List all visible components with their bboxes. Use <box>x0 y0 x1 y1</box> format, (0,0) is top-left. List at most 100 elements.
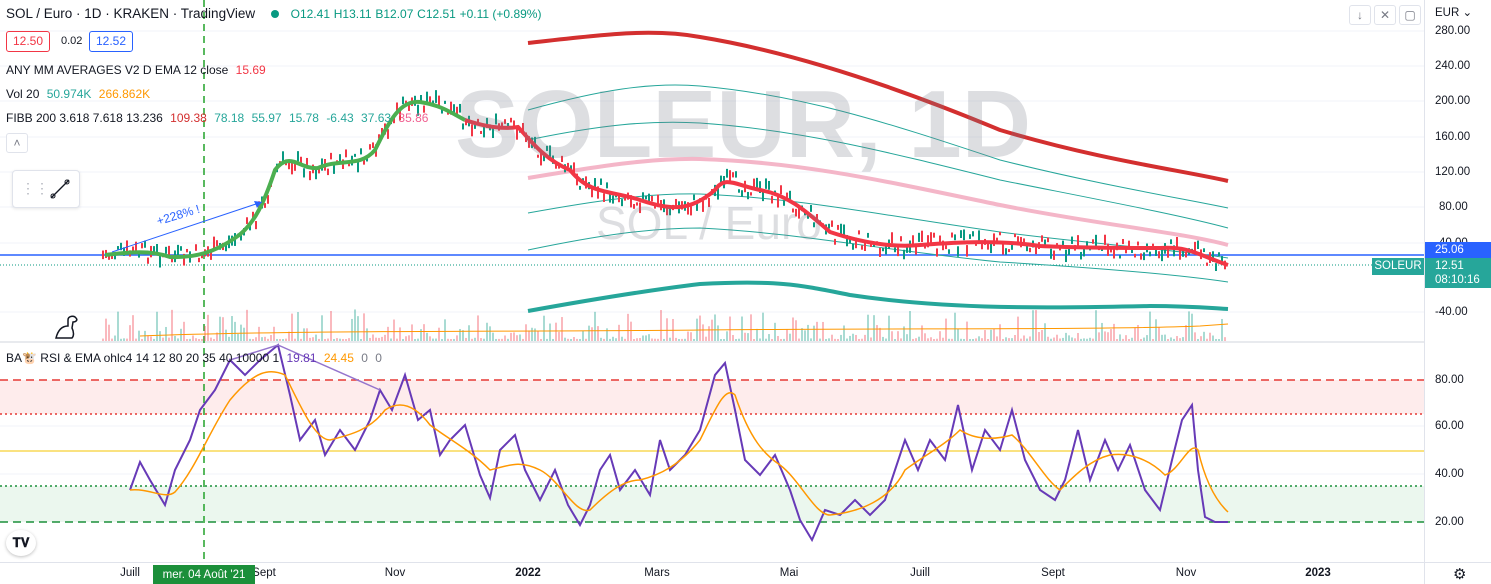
drawing-toolbar[interactable]: ⋮⋮ <box>12 170 80 208</box>
volume-bar <box>522 338 524 341</box>
volume-bar <box>669 337 671 341</box>
settings-corner[interactable]: ⚙ <box>1424 562 1491 584</box>
volume-bar <box>993 328 995 341</box>
volume-bar <box>885 338 887 341</box>
candle <box>786 192 788 198</box>
volume-bar <box>1071 337 1073 341</box>
buy-price-button[interactable]: 12.52 <box>89 31 134 52</box>
candle <box>852 243 854 250</box>
scroll-down-button[interactable]: ↓ <box>1349 5 1371 25</box>
candle <box>402 96 404 105</box>
volume-bar <box>114 335 116 341</box>
volume-bar <box>639 338 641 341</box>
level-badge: 25.06 <box>1425 242 1491 258</box>
candle <box>354 153 356 157</box>
candle <box>753 178 755 190</box>
currency-selector[interactable]: EUR ⌄ <box>1435 5 1472 19</box>
candle <box>282 151 284 162</box>
volume-bar <box>477 315 479 341</box>
volume-bar <box>1194 332 1196 341</box>
candle <box>303 168 305 178</box>
candle <box>438 95 440 109</box>
market-status-dot <box>270 10 279 19</box>
volume-bar <box>1182 337 1184 341</box>
volume-bar <box>519 334 521 341</box>
collapse-button[interactable]: ✕ <box>1374 5 1396 25</box>
volume-bar <box>426 332 428 341</box>
volume-bar <box>840 334 842 341</box>
candle <box>882 248 884 252</box>
volume-bar <box>861 338 863 341</box>
volume-bar <box>462 330 464 341</box>
collapse-legend-button[interactable]: ˄ <box>6 133 28 153</box>
chart-canvas[interactable] <box>0 0 1424 562</box>
candle <box>1122 238 1124 245</box>
ma-legend[interactable]: ANY MM AVERAGES V2 D EMA 12 close 15.69 <box>6 62 266 78</box>
volume-bar <box>1143 337 1145 341</box>
volume-bar <box>126 338 128 341</box>
gear-icon[interactable]: ⚙ <box>1453 566 1467 583</box>
rsi-legend[interactable]: BA🐮 RSI & EMA ohlc4 14 12 80 20 35 40 10… <box>6 350 382 366</box>
candle <box>756 177 758 189</box>
volume-bar <box>240 324 242 341</box>
drag-handle-icon[interactable]: ⋮⋮ <box>21 180 49 196</box>
volume-bar <box>468 325 470 341</box>
candle <box>363 157 365 165</box>
volume-bar <box>795 320 797 341</box>
candle <box>426 91 428 103</box>
candle <box>708 197 710 208</box>
candle <box>1068 248 1070 255</box>
chart-area[interactable]: SOL / Euro · 1D · KRAKEN · TradingView O… <box>0 0 1424 562</box>
rsi-value-3: 0 <box>361 351 368 365</box>
ohlc-open: O12.41 <box>290 7 330 21</box>
candle <box>597 186 599 199</box>
volume-bar <box>666 318 668 341</box>
volume-bar <box>1203 331 1205 341</box>
candle <box>834 238 836 245</box>
volume-bar <box>147 335 149 341</box>
candle <box>759 181 761 193</box>
candle <box>357 161 359 173</box>
volume-bar <box>585 338 587 341</box>
trendline-tool-icon[interactable] <box>47 176 73 202</box>
volume-bar <box>303 328 305 341</box>
candle <box>645 195 647 200</box>
candle <box>294 163 296 171</box>
tradingview-logo[interactable]: 𝐓𝐕 <box>6 530 36 556</box>
candle <box>1017 236 1019 242</box>
time-axis[interactable]: Juill Sept Nov 2022 Mars Mai Juill Sept … <box>0 562 1424 584</box>
volume-bar <box>234 321 236 341</box>
symbol-legend[interactable]: SOL / Euro · 1D · KRAKEN · TradingView O… <box>6 6 541 22</box>
volume-bar <box>540 338 542 341</box>
volume-bar <box>882 336 884 341</box>
volume-bar <box>825 338 827 341</box>
fibb-upper-red <box>527 30 1229 183</box>
volume-bar <box>777 335 779 341</box>
maximize-button[interactable]: ▢ <box>1399 5 1421 25</box>
candle <box>567 162 569 168</box>
volume-bar <box>1083 338 1085 341</box>
candle <box>1128 240 1130 249</box>
sell-price-button[interactable]: 12.50 <box>6 31 51 52</box>
volume-bar <box>429 336 431 341</box>
candle <box>447 111 449 115</box>
volume-bar <box>651 338 653 341</box>
fibb-legend[interactable]: FIBB 200 3.618 7.618 13.236 109.38 78.18… <box>6 110 428 126</box>
candle <box>579 185 581 190</box>
collapse-icon: ✕ <box>1379 8 1391 22</box>
volume-bar <box>1095 310 1097 341</box>
volume-bar <box>831 334 833 341</box>
volume-bar <box>420 329 422 341</box>
volume-bar <box>1170 337 1172 341</box>
volume-bar <box>1056 334 1058 341</box>
volume-bar <box>198 339 200 341</box>
symbol-title[interactable]: SOL / Euro · 1D · KRAKEN · TradingView <box>6 6 256 21</box>
candle <box>651 195 653 202</box>
vol-legend[interactable]: Vol 20 50.974K 266.862K <box>6 86 150 102</box>
volume-bar <box>822 321 824 341</box>
price-axis[interactable]: EUR ⌄ 280.00 240.00 200.00 160.00 120.00… <box>1424 0 1491 562</box>
candle <box>1029 247 1031 253</box>
candle <box>516 127 518 140</box>
volume-bar <box>1011 338 1013 341</box>
vol-value-2: 266.862K <box>98 87 151 101</box>
